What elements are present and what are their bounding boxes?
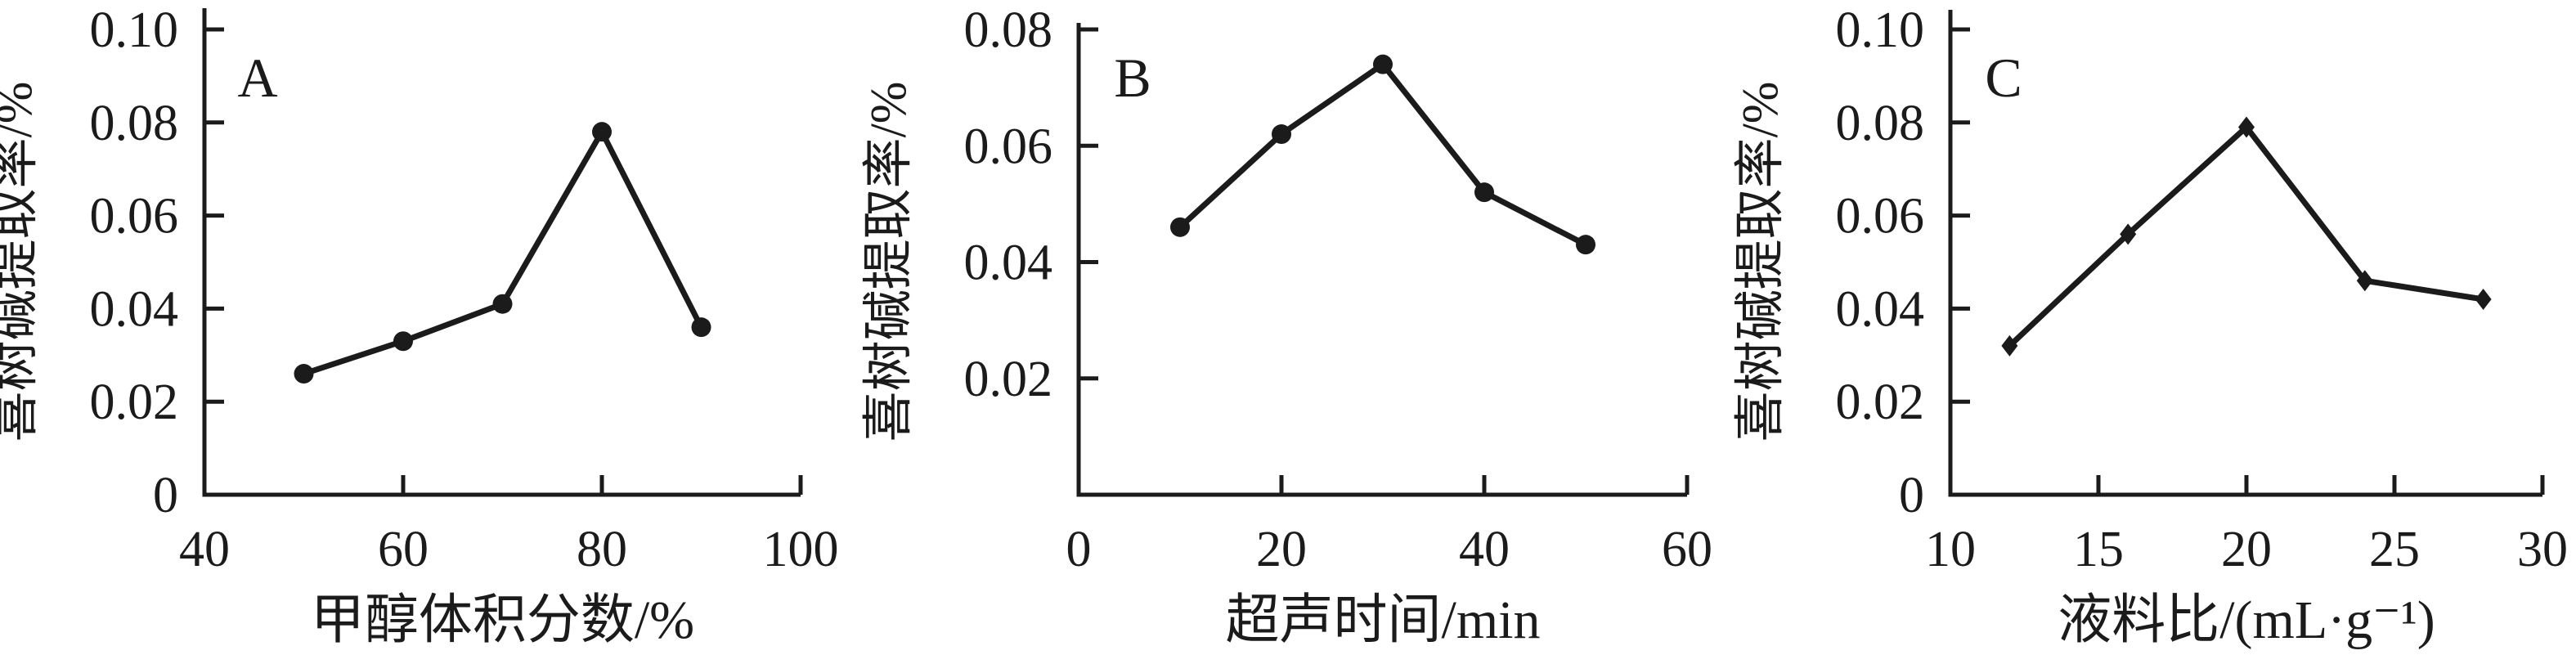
data-point-circle	[1170, 217, 1190, 237]
y-tick-label: 0.08	[90, 96, 179, 151]
x-tick-label: 20	[1256, 522, 1307, 577]
y-tick-label: 0.02	[90, 375, 179, 430]
x-tick-label: 40	[179, 522, 230, 577]
y-axis-title: 喜树碱提取率/%	[861, 82, 917, 442]
y-tick-label: 0.06	[964, 119, 1053, 174]
x-tick-label: 25	[2369, 522, 2420, 577]
x-axis-title: 甲醇体积分数/%	[311, 590, 694, 650]
data-point-circle	[294, 364, 314, 384]
y-tick-label: 0.06	[1836, 189, 1925, 245]
y-axis-title: 喜树碱提取率/%	[1733, 82, 1788, 442]
y-tick-label: 0.02	[964, 352, 1053, 407]
x-tick-label: 80	[577, 522, 627, 577]
data-point-diamond	[2475, 289, 2492, 311]
y-tick-label: 0.06	[90, 189, 179, 245]
panel-letter: C	[1985, 47, 2022, 109]
data-point-circle	[592, 122, 612, 142]
x-tick-label: 30	[2517, 522, 2568, 577]
data-point-circle	[1474, 182, 1494, 203]
y-tick-label: 0.08	[964, 2, 1053, 58]
data-point-circle	[1373, 54, 1393, 74]
y-tick-label: 0.04	[90, 281, 179, 337]
data-line	[2006, 123, 2487, 349]
x-tick-label: 40	[1459, 522, 1510, 577]
x-tick-label: 20	[2221, 522, 2272, 577]
data-point-circle	[1272, 124, 1291, 145]
data-point-diamond	[2001, 334, 2018, 357]
panel-letter: A	[237, 47, 277, 109]
data-point-circle	[393, 331, 413, 352]
y-tick-label: 0.02	[1836, 375, 1925, 430]
y-tick-label: 0.04	[1836, 281, 1925, 337]
data-point-circle	[492, 294, 513, 314]
data-point-circle	[1576, 235, 1595, 255]
y-tick-label: 0	[153, 468, 178, 523]
data-line	[301, 128, 704, 377]
x-tick-label: 10	[1925, 522, 1976, 577]
panel-C-plot: 10 15 20 25 30 0 0.02 0.04 0.06 0.08 0.10 C 液料比/(mL·…	[1733, 2, 2568, 650]
panel-A-plot: 40 60 80 100 0 0.02 0.04 0.06 0.08 0.10 A 甲醇体积分数/% 喜…	[0, 2, 839, 650]
x-tick-label: 60	[378, 522, 429, 577]
y-tick-label: 0.04	[964, 236, 1053, 291]
x-axis-title: 液料比/(mL·g⁻¹)	[2058, 590, 2435, 650]
y-axis-title: 喜树碱提取率/%	[0, 82, 43, 442]
y-tick-label: 0	[1899, 468, 1924, 523]
data-point-diamond	[2356, 270, 2373, 292]
x-tick-label: 15	[2073, 522, 2124, 577]
y-tick-label: 0.08	[1836, 96, 1925, 151]
panel-C: 10 15 20 25 30 0 0.02 0.04 0.06 0.08 0.10 C 液料比/(mL·…	[1717, 0, 2576, 655]
x-tick-label: 100	[763, 522, 839, 577]
x-tick-label: 60	[1662, 522, 1712, 577]
x-axis-title: 超声时间/min	[1225, 590, 1540, 650]
panel-letter: B	[1114, 47, 1151, 109]
data-point-diamond	[2120, 223, 2137, 245]
panel-A: 40 60 80 100 0 0.02 0.04 0.06 0.08 0.10 A 甲醇体积分数/% 喜…	[0, 0, 859, 655]
y-tick-label: 0.10	[90, 2, 179, 58]
data-point-circle	[691, 317, 711, 338]
y-tick-label: 0.10	[1836, 2, 1925, 58]
data-line	[1177, 61, 1589, 248]
panel-B-plot: 0 20 40 60 0.02 0.04 0.06 0.08 B 超声时间/min 喜树碱提取率/%	[861, 2, 1712, 650]
x-tick-label: 0	[1066, 522, 1092, 577]
panel-B: 0 20 40 60 0.02 0.04 0.06 0.08 B 超声时间/min 喜树碱提取率/%	[859, 0, 1717, 655]
data-point-diamond	[2238, 116, 2255, 138]
